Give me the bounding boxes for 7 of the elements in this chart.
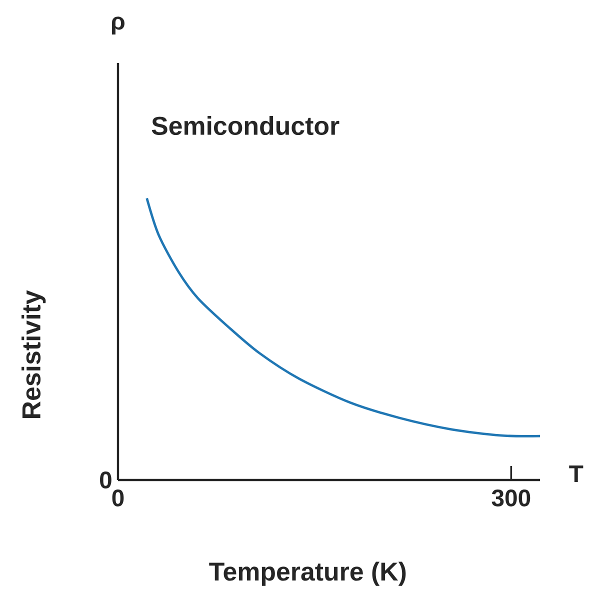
x-axis-title: Temperature (K) <box>209 562 406 586</box>
chart-title: Semiconductor <box>152 116 340 135</box>
text: T <box>569 465 584 482</box>
text: 0 <box>100 471 112 488</box>
x-tick-label: 300 <box>492 489 530 506</box>
text: ρ <box>112 16 124 34</box>
y-axis-title: Resistivity <box>22 290 46 418</box>
